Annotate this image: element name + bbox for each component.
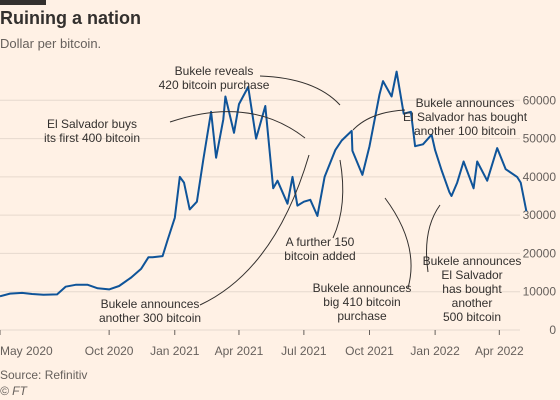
x-tick-label-7: Apr 2022 [475, 344, 524, 358]
annotation-4-line-1: another 300 bitcoin [99, 311, 201, 325]
annotation-6-line-0: Bukele announces [423, 254, 522, 268]
annotation-leader-3 [332, 159, 344, 239]
chart-title: Ruining a nation [0, 8, 141, 28]
source-note: Source: Refinitiv [0, 368, 88, 382]
x-tick-label-1: Oct 2020 [85, 344, 134, 358]
annotation-1-line-1: 420 bitcoin purchase [159, 78, 270, 92]
annotation-0-line-0: El Salvador buys [47, 117, 137, 131]
annotation-leader-6 [426, 204, 441, 273]
x-tick-label-0: May 2020 [0, 344, 53, 358]
annotation-5-line-1: big 410 bitcoin [323, 295, 400, 309]
annotation-5-line-2: purchase [337, 309, 387, 323]
x-tick-label-2: Jan 2021 [150, 344, 200, 358]
annotation-leader-2 [352, 109, 406, 131]
annotation-6-line-3: another [452, 296, 493, 310]
annotation-1-line-0: Bukele reveals [175, 64, 254, 78]
x-tick-label-6: Jan 2022 [410, 344, 460, 358]
y-tick-label-60000: 60000 [523, 93, 557, 107]
annotation-2-line-0: Bukele announces [416, 96, 515, 110]
y-tick-label-50000: 50000 [523, 132, 557, 146]
y-tick-label-0: 0 [549, 323, 556, 337]
annotation-2-line-1: El Salvador has bought [403, 110, 528, 124]
annotation-4-line-0: Bukele announces [101, 297, 200, 311]
chart-subtitle: Dollar per bitcoin. [0, 36, 102, 51]
annotation-leader-1 [259, 75, 341, 106]
ft-credit: © FT [0, 384, 27, 398]
x-tick-label-3: Apr 2021 [215, 344, 264, 358]
annotation-leader-5 [384, 197, 412, 289]
annotation-6-line-4: 500 bitcoin [443, 310, 501, 324]
annotation-leader-0 [169, 111, 306, 139]
annotation-3-line-1: bitcoin added [284, 249, 355, 263]
y-tick-label-10000: 10000 [523, 285, 557, 299]
y-tick-label-40000: 40000 [523, 170, 557, 184]
annotation-6-line-1: El Salvador [441, 268, 502, 282]
annotation-3-line-0: A further 150 [286, 235, 355, 249]
bitcoin-price-series-line [0, 70, 528, 298]
x-tick-label-5: Oct 2021 [345, 344, 394, 358]
y-tick-label-20000: 20000 [523, 246, 557, 260]
y-axis-tick-labels: 0 10000 20000 30000 40000 50000 60000 [523, 93, 557, 337]
annotation-2-line-2: another 100 bitcoin [414, 124, 516, 138]
ft-top-rule [0, 0, 46, 5]
annotation-5-line-0: Bukele announces [313, 281, 412, 295]
annotation-leader-4 [199, 154, 310, 306]
x-axis-ticks: May 2020 Oct 2020 Jan 2021 Apr 2021 Jul 2021… [0, 330, 524, 358]
x-tick-label-4: Jul 2021 [281, 344, 327, 358]
grid-lines [0, 99, 520, 331]
annotation-0-line-1: its first 400 bitcoin [44, 131, 140, 145]
y-tick-label-30000: 30000 [523, 208, 557, 222]
annotation-6-line-2: has bought [442, 282, 502, 296]
